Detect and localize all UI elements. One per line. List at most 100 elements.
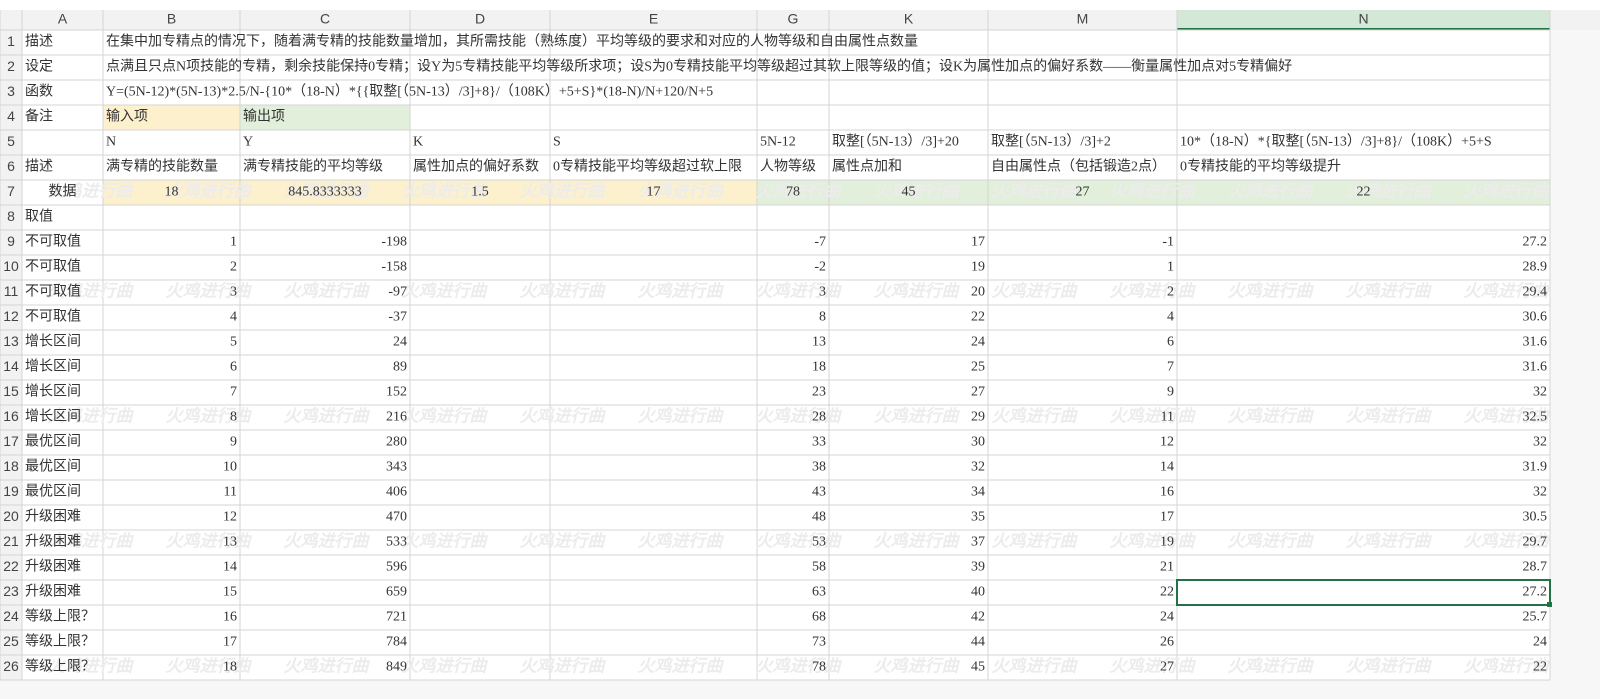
cell-text: Y bbox=[243, 135, 253, 150]
watermark: 火鸡进行曲 bbox=[1110, 281, 1197, 300]
cell-text: 13 bbox=[812, 335, 826, 350]
watermark: 火鸡进行曲 bbox=[402, 406, 489, 425]
watermark: 火鸡进行曲 bbox=[48, 531, 135, 550]
selected-cell[interactable] bbox=[1176, 579, 1551, 606]
cell-text: 13 bbox=[223, 535, 237, 550]
watermark: 火鸡进行曲 bbox=[874, 656, 961, 675]
cell-text: 最优区间 bbox=[25, 484, 81, 500]
watermark: 火鸡进行曲 bbox=[166, 281, 253, 300]
watermark: 火鸡进行曲 bbox=[1464, 281, 1551, 300]
row-number: 22 bbox=[3, 558, 19, 574]
cell-text: 35 bbox=[971, 510, 985, 525]
cell-text: 48 bbox=[812, 510, 826, 525]
row-number: 5 bbox=[7, 133, 15, 149]
selected-column-header bbox=[1177, 10, 1550, 30]
row-number: 2 bbox=[7, 58, 15, 74]
cell-text: 19 bbox=[971, 260, 985, 275]
cell-text: 1.5 bbox=[471, 185, 489, 200]
cell-text: 849 bbox=[386, 660, 407, 675]
cell-text: 58 bbox=[812, 560, 826, 575]
row-number: 19 bbox=[3, 483, 19, 499]
row-number: 23 bbox=[3, 583, 19, 599]
cell-text: 596 bbox=[386, 560, 407, 575]
watermark: 火鸡进行曲 bbox=[284, 656, 371, 675]
cell-text: 25 bbox=[971, 360, 985, 375]
watermark: 火鸡进行曲 bbox=[874, 531, 961, 550]
cell-text: 17 bbox=[971, 235, 985, 250]
cell-text: 取整[（5N-13）/3]+20 bbox=[832, 134, 959, 150]
cell-text: 人物等级 bbox=[760, 158, 816, 175]
cell-text: 取值 bbox=[25, 209, 53, 225]
cell-text: 29 bbox=[971, 410, 985, 425]
cell-text: 784 bbox=[386, 635, 407, 650]
cell-text: 29.7 bbox=[1523, 535, 1548, 550]
watermark: 火鸡进行曲 bbox=[48, 406, 135, 425]
cell-text: 满专精技能的平均等级 bbox=[243, 158, 383, 175]
watermark: 火鸡进行曲 bbox=[992, 656, 1079, 675]
watermark: 火鸡进行曲 bbox=[48, 656, 135, 675]
cell-text: S bbox=[553, 135, 561, 150]
output-fill bbox=[757, 180, 1550, 205]
watermark: 火鸡进行曲 bbox=[992, 406, 1079, 425]
cell-text: 18 bbox=[165, 185, 179, 200]
row-number: 17 bbox=[3, 433, 19, 449]
watermark: 火鸡进行曲 bbox=[992, 181, 1079, 200]
fill-handle[interactable] bbox=[1547, 602, 1552, 607]
cell-text: 16 bbox=[223, 610, 237, 625]
watermark: 火鸡进行曲 bbox=[874, 406, 961, 425]
row-number: 4 bbox=[7, 108, 15, 124]
cell-text: 39 bbox=[971, 560, 985, 575]
output-fill bbox=[240, 105, 410, 130]
cell-text: 25.7 bbox=[1523, 610, 1548, 625]
cell-text: 增长区间 bbox=[25, 359, 81, 375]
watermark: 火鸡进行曲 bbox=[1346, 531, 1433, 550]
row-number: 20 bbox=[3, 508, 19, 524]
column-header: D bbox=[475, 11, 485, 27]
input-fill bbox=[103, 180, 757, 205]
row-number: 1 bbox=[7, 33, 15, 49]
cell-text: -158 bbox=[381, 260, 407, 275]
watermark: 火鸡进行曲 bbox=[1228, 406, 1315, 425]
cell-text: 描述 bbox=[25, 159, 53, 175]
watermark: 火鸡进行曲 bbox=[1346, 656, 1433, 675]
outside-area bbox=[1550, 30, 1600, 699]
cell-text: Y=(5N-12)*(5N-13)*2.5/N-{10*（18-N）*{{取整[… bbox=[106, 84, 713, 100]
cell-text: 18 bbox=[223, 660, 237, 675]
cell-text: 设定 bbox=[25, 59, 53, 75]
cell-text: 24 bbox=[1160, 610, 1174, 625]
watermark: 火鸡进行曲 bbox=[284, 281, 371, 300]
watermark: 火鸡进行曲 bbox=[48, 181, 135, 200]
cell-text: 在集中加专精点的情况下，随着满专精的技能数量增加，其所需技能（熟练度）平均等级的… bbox=[106, 33, 918, 50]
cell-text: 53 bbox=[812, 535, 826, 550]
cell-text: 73 bbox=[812, 635, 826, 650]
watermark: 火鸡进行曲 bbox=[756, 281, 843, 300]
watermark: 火鸡进行曲 bbox=[638, 656, 725, 675]
cell-text: 27 bbox=[1076, 185, 1090, 200]
watermark: 火鸡进行曲 bbox=[638, 406, 725, 425]
watermark: 火鸡进行曲 bbox=[402, 531, 489, 550]
cell-text: 满专精的技能数量 bbox=[106, 159, 218, 175]
cell-text: 等级上限？ bbox=[25, 633, 95, 650]
watermark: 火鸡进行曲 bbox=[756, 406, 843, 425]
cell-text: 2 bbox=[1167, 285, 1174, 300]
watermark: 火鸡进行曲 bbox=[520, 281, 607, 300]
cell-text: 不可取值 bbox=[25, 284, 81, 300]
cell-text: 406 bbox=[386, 485, 407, 500]
cell-text: 1 bbox=[1167, 260, 1174, 275]
watermark: 火鸡进行曲 bbox=[284, 406, 371, 425]
row-number: 7 bbox=[7, 183, 15, 199]
cell-text: 不可取值 bbox=[25, 234, 81, 250]
cell-text: 17 bbox=[223, 635, 237, 650]
cell-text: 27.2 bbox=[1523, 235, 1548, 250]
cell-text: 升级困难 bbox=[25, 584, 81, 600]
cell-text: 备注 bbox=[25, 108, 53, 125]
cell-text: 24 bbox=[1533, 635, 1547, 650]
cell-text: -97 bbox=[388, 285, 407, 300]
cell-text: 1 bbox=[230, 235, 237, 250]
cell-text: 45 bbox=[971, 660, 985, 675]
cell-text: 37 bbox=[971, 535, 985, 550]
cell-text: 659 bbox=[386, 585, 407, 600]
watermark: 火鸡进行曲 bbox=[284, 531, 371, 550]
watermark: 火鸡进行曲 bbox=[1464, 181, 1551, 200]
